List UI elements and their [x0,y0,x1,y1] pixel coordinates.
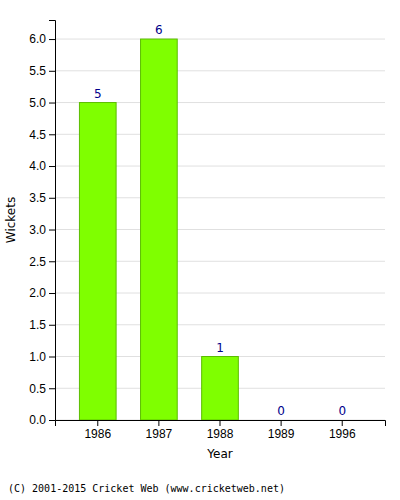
x-tick: 1988 [207,420,234,441]
bar [324,420,361,421]
y-tick: 1.5 [29,318,55,332]
y-tick-mark [49,39,55,40]
y-tick-mark [49,420,55,421]
chart: 1986 1987 1988 1989 1996 0.0 0.5 1.0 1.5 2.0 2.5 3.… [0,0,400,500]
y-tick-label: 4.0 [29,159,46,173]
data-label: 1 [216,341,224,355]
y-tick-label: 3.0 [29,223,46,237]
data-label: 0 [277,404,285,418]
grid-line [55,70,385,71]
y-tick-label: 3.5 [29,191,46,205]
x-tick-label: 1989 [268,427,295,441]
y-axis: 0.0 0.5 1.0 1.5 2.0 2.5 3.0 3.5 4.0 4.5 5.0 5.5 6.0 [29,21,55,428]
y-tick-mark [49,71,55,72]
y-tick-label: 0.5 [29,382,46,396]
y-tick-mark [49,166,55,167]
y-tick-label: 1.0 [29,350,46,364]
y-tick-mark [49,230,55,231]
y-tick-label: 5.5 [29,64,46,78]
y-tick-label: 2.5 [29,255,46,269]
y-tick-mark [49,134,55,135]
y-tick: 6.0 [29,32,55,46]
y-tick: 4.5 [29,128,55,142]
y-tick-mark [49,325,55,326]
y-tick-mark [49,261,55,262]
x-tick: 1996 [329,420,356,441]
data-label: 0 [338,404,346,418]
y-tick: 5.5 [29,64,55,78]
y-tick-mark [49,388,55,389]
y-tick: 3.5 [29,191,55,205]
footnote: (C) 2001-2015 Cricket Web (www.cricketwe… [8,483,285,494]
x-tick-label: 1988 [207,427,234,441]
bar [79,103,116,420]
y-tick: 2.0 [29,286,55,300]
x-axis: 1986 1987 1988 1989 1996 [56,420,386,441]
y-tick: 2.5 [29,255,55,269]
y-axis-title: Wickets [4,197,18,243]
y-tick-mark [49,103,55,104]
bars [79,39,238,420]
y-tick-label: 4.5 [29,128,46,142]
data-label: 5 [94,87,102,101]
y-tick-label: 0.0 [29,413,46,427]
y-tick-mark [49,357,55,358]
data-label: 6 [155,23,163,37]
bar [263,420,300,421]
y-tick-label: 5.0 [29,96,46,110]
y-tick: 1.0 [29,350,55,364]
x-tick-mark [281,420,282,426]
x-axis-title: Year [206,447,232,461]
y-tick: 0.5 [29,382,55,396]
x-tick-mark [158,420,159,426]
y-tick-mark [49,198,55,199]
grid-line [55,39,385,40]
x-tick-mark [97,420,98,426]
y-tick-label: 6.0 [29,32,46,46]
y-tick: 5.0 [29,96,55,110]
grid [55,39,385,420]
bar [141,39,178,420]
y-tick: 0.0 [29,413,55,427]
x-tick-mark [342,420,343,426]
x-tick-label: 1986 [84,427,111,441]
plot: 1986 1987 1988 1989 1996 0.0 0.5 1.0 1.5 2.0 2.5 3.… [4,21,386,462]
x-tick-label: 1987 [146,427,173,441]
x-tick-label: 1996 [329,427,356,441]
y-tick: 4.0 [29,159,55,173]
data-labels: 5 6 1 0 0 [94,23,346,418]
x-tick: 1989 [268,420,295,441]
y-tick-label: 2.0 [29,286,46,300]
bar [202,357,239,420]
x-axis-line [56,421,386,427]
x-tick: 1986 [84,420,111,441]
x-tick: 1987 [146,420,173,441]
x-tick-mark [220,420,221,426]
y-tick-label: 1.5 [29,318,46,332]
y-tick: 3.0 [29,223,55,237]
y-tick-mark [49,293,55,294]
y-axis-line [49,21,56,421]
